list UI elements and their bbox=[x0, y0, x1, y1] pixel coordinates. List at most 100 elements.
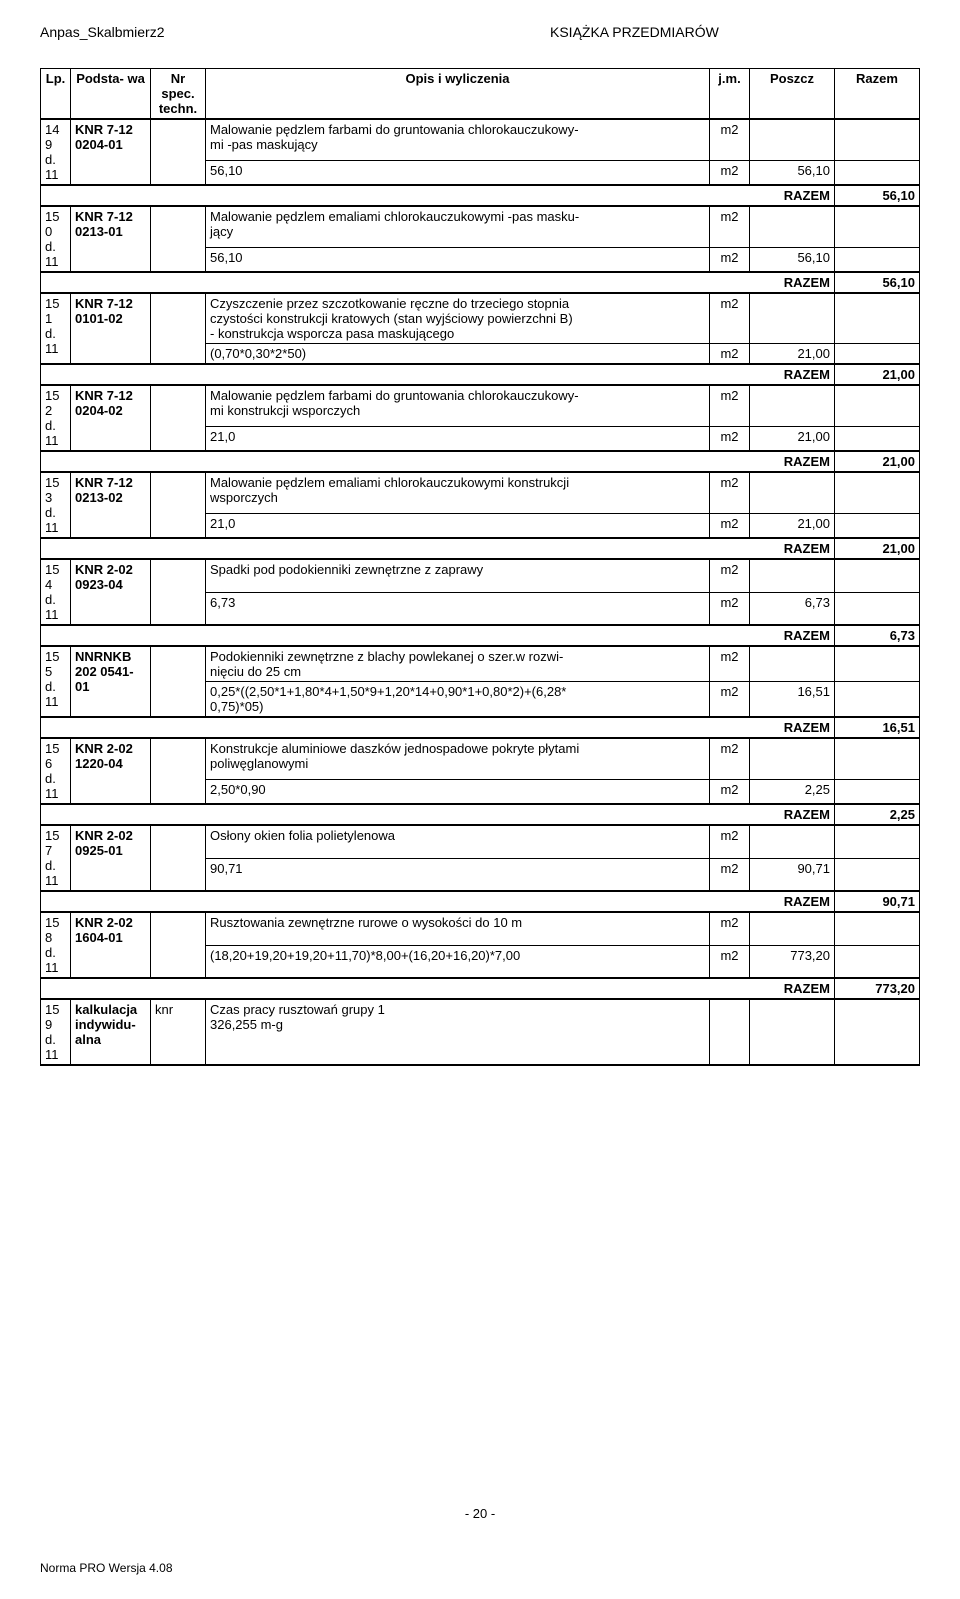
cell-poszcz: 21,00 bbox=[750, 514, 835, 538]
cell-podstawa: KNR 2-020923-04 bbox=[71, 559, 151, 625]
table-item-row: 159d.11kalkulacjaindywidu-alnaknrCzas pr… bbox=[41, 999, 920, 1065]
cell-poszcz: 21,00 bbox=[750, 427, 835, 451]
cell-razem bbox=[835, 559, 920, 592]
cell-poszcz bbox=[750, 738, 835, 780]
cell-desc: Czyszczenie przez szczotkowanie ręczne d… bbox=[206, 293, 710, 344]
cell-desc: Malowanie pędzlem farbami do gruntowania… bbox=[206, 385, 710, 427]
cell-poszcz bbox=[750, 912, 835, 945]
table-item-row: 155d.11NNRNKB202 0541-01Podokienniki zew… bbox=[41, 646, 920, 682]
cell-desc: (18,20+19,20+19,20+11,70)*8,00+(16,20+16… bbox=[206, 945, 710, 978]
cell-poszcz bbox=[750, 119, 835, 161]
cell-jm: m2 bbox=[710, 344, 750, 365]
cell-poszcz: 16,51 bbox=[750, 682, 835, 718]
cell-razem bbox=[835, 344, 920, 365]
cell-poszcz: 90,71 bbox=[750, 858, 835, 891]
cell-razem bbox=[835, 248, 920, 272]
cell-razem bbox=[835, 514, 920, 538]
col-header-lp: Lp. bbox=[41, 69, 71, 120]
cell-poszcz bbox=[750, 999, 835, 1065]
cell-spec bbox=[151, 206, 206, 272]
cell-spec bbox=[151, 738, 206, 804]
cell-desc: (0,70*0,30*2*50) bbox=[206, 344, 710, 365]
cell-spec bbox=[151, 472, 206, 538]
razem-value: 21,00 bbox=[835, 538, 920, 559]
cell-jm: m2 bbox=[710, 161, 750, 185]
razem-label: RAZEM bbox=[750, 364, 835, 385]
cell-spec bbox=[151, 385, 206, 451]
cell-razem bbox=[835, 912, 920, 945]
cell-razem bbox=[835, 682, 920, 718]
bill-of-quantities-table: Lp. Podsta- wa Nr spec. techn. Opis i wy… bbox=[40, 68, 920, 1066]
page: Anpas_Skalbmierz2 KSIĄŻKA PRZEDMIARÓW Lp… bbox=[0, 0, 960, 1599]
col-header-jm: j.m. bbox=[710, 69, 750, 120]
table-razem-row: RAZEM6,73 bbox=[41, 625, 920, 646]
cell-desc: Malowanie pędzlem farbami do gruntowania… bbox=[206, 119, 710, 161]
cell-poszcz bbox=[750, 206, 835, 248]
cell-desc: 90,71 bbox=[206, 858, 710, 891]
cell-jm: m2 bbox=[710, 514, 750, 538]
razem-label: RAZEM bbox=[750, 272, 835, 293]
cell-lp: 153d.11 bbox=[41, 472, 71, 538]
cell-jm bbox=[710, 999, 750, 1065]
cell-podstawa: NNRNKB202 0541-01 bbox=[71, 646, 151, 717]
cell-lp: 158d.11 bbox=[41, 912, 71, 978]
cell-desc: Czas pracy rusztowań grupy 1326,255 m-g bbox=[206, 999, 710, 1065]
cell-desc: Konstrukcje aluminiowe daszków jednospad… bbox=[206, 738, 710, 780]
cell-jm: m2 bbox=[710, 646, 750, 682]
cell-spec bbox=[151, 912, 206, 978]
cell-spec bbox=[151, 293, 206, 364]
cell-lp: 154d.11 bbox=[41, 559, 71, 625]
cell-jm: m2 bbox=[710, 427, 750, 451]
cell-desc: Rusztowania zewnętrzne rurowe o wysokośc… bbox=[206, 912, 710, 945]
table-item-row: 158d.11KNR 2-021604-01Rusztowania zewnęt… bbox=[41, 912, 920, 945]
cell-poszcz bbox=[750, 825, 835, 858]
razem-value: 16,51 bbox=[835, 717, 920, 738]
table-item-row: 154d.11KNR 2-020923-04Spadki pod podokie… bbox=[41, 559, 920, 592]
cell-razem bbox=[835, 858, 920, 891]
cell-poszcz: 21,00 bbox=[750, 344, 835, 365]
razem-value: 21,00 bbox=[835, 451, 920, 472]
cell-razem bbox=[835, 592, 920, 625]
razem-label: RAZEM bbox=[750, 978, 835, 999]
cell-jm: m2 bbox=[710, 293, 750, 344]
razem-value: 773,20 bbox=[835, 978, 920, 999]
cell-podstawa: KNR 7-120213-01 bbox=[71, 206, 151, 272]
table-item-row: 152d.11KNR 7-120204-02Malowanie pędzlem … bbox=[41, 385, 920, 427]
razem-label: RAZEM bbox=[750, 804, 835, 825]
table-item-row: 157d.11KNR 2-020925-01Osłony okien folia… bbox=[41, 825, 920, 858]
razem-label: RAZEM bbox=[750, 625, 835, 646]
cell-jm: m2 bbox=[710, 119, 750, 161]
cell-podstawa: KNR 7-120213-02 bbox=[71, 472, 151, 538]
col-header-opis: Opis i wyliczenia bbox=[206, 69, 710, 120]
razem-label: RAZEM bbox=[750, 451, 835, 472]
cell-poszcz: 773,20 bbox=[750, 945, 835, 978]
table-item-row: 150d.11KNR 7-120213-01Malowanie pędzlem … bbox=[41, 206, 920, 248]
cell-poszcz bbox=[750, 385, 835, 427]
cell-lp: 156d.11 bbox=[41, 738, 71, 804]
cell-razem bbox=[835, 738, 920, 780]
cell-jm: m2 bbox=[710, 825, 750, 858]
cell-poszcz: 56,10 bbox=[750, 248, 835, 272]
cell-spec: knr bbox=[151, 999, 206, 1065]
table-razem-row: RAZEM16,51 bbox=[41, 717, 920, 738]
cell-spec bbox=[151, 559, 206, 625]
cell-jm: m2 bbox=[710, 248, 750, 272]
cell-desc: 56,10 bbox=[206, 248, 710, 272]
table-item-row: 151d.11KNR 7-120101-02Czyszczenie przez … bbox=[41, 293, 920, 344]
cell-jm: m2 bbox=[710, 738, 750, 780]
razem-value: 56,10 bbox=[835, 272, 920, 293]
cell-desc: Osłony okien folia polietylenowa bbox=[206, 825, 710, 858]
cell-lp: 152d.11 bbox=[41, 385, 71, 451]
cell-podstawa: KNR 7-120204-02 bbox=[71, 385, 151, 451]
table-body: 149d.11KNR 7-120204-01Malowanie pędzlem … bbox=[41, 119, 920, 1065]
cell-lp: 157d.11 bbox=[41, 825, 71, 891]
cell-jm: m2 bbox=[710, 592, 750, 625]
cell-podstawa: KNR 7-120101-02 bbox=[71, 293, 151, 364]
table-item-row: 149d.11KNR 7-120204-01Malowanie pędzlem … bbox=[41, 119, 920, 161]
cell-lp: 155d.11 bbox=[41, 646, 71, 717]
cell-podstawa: KNR 7-120204-01 bbox=[71, 119, 151, 185]
table-razem-row: RAZEM90,71 bbox=[41, 891, 920, 912]
cell-poszcz bbox=[750, 646, 835, 682]
cell-razem bbox=[835, 999, 920, 1065]
cell-razem bbox=[835, 825, 920, 858]
